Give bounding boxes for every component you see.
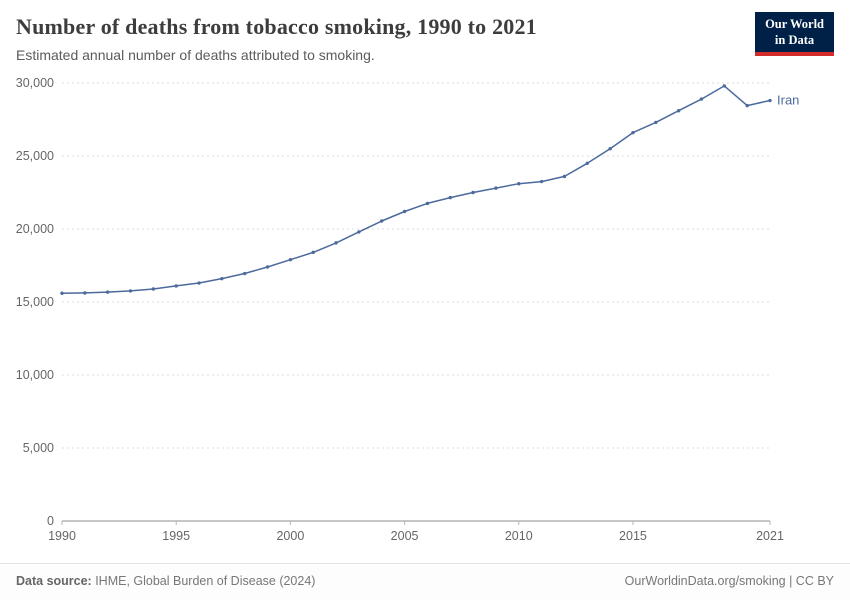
data-source-text: IHME, Global Burden of Disease (2024) xyxy=(91,574,316,588)
data-point xyxy=(243,271,247,276)
chart-subtitle: Estimated annual number of deaths attrib… xyxy=(16,47,375,63)
data-point xyxy=(517,182,521,186)
data-point xyxy=(151,287,156,291)
data-point xyxy=(334,241,338,245)
data-point xyxy=(128,289,133,293)
data-point xyxy=(357,230,361,234)
line-chart[interactable]: 0 5,000 10,000 15,000 20,000 25,000 30,000 1990… xyxy=(0,63,850,545)
series-line-iran xyxy=(61,85,771,294)
data-point xyxy=(197,281,201,285)
data-point xyxy=(562,174,567,179)
data-point xyxy=(265,265,270,269)
data-point xyxy=(311,250,315,255)
y-tick-label: 25,000 xyxy=(16,149,54,163)
data-point xyxy=(402,209,407,214)
data-point xyxy=(539,179,544,184)
data-point xyxy=(288,257,293,262)
data-point xyxy=(654,120,658,125)
data-point xyxy=(174,284,178,288)
y-tick-label: 10,000 xyxy=(16,368,54,382)
data-point xyxy=(494,186,498,190)
data-point xyxy=(768,98,772,103)
x-tick-label: 2000 xyxy=(276,529,304,543)
data-source: Data source: IHME, Global Burden of Dise… xyxy=(16,574,315,588)
owid-logo-line1: Our World xyxy=(765,17,824,31)
data-point xyxy=(745,103,749,108)
data-point xyxy=(83,291,87,295)
data-point xyxy=(471,190,475,195)
data-point xyxy=(631,130,635,135)
y-tick-label: 15,000 xyxy=(16,295,54,309)
chart-header: Number of deaths from tobacco smoking, 1… xyxy=(0,0,850,63)
y-tick-label: 30,000 xyxy=(16,76,54,90)
owid-logo[interactable]: Our World in Data xyxy=(755,12,834,57)
data-point xyxy=(425,201,430,206)
data-point xyxy=(220,276,224,281)
data-point xyxy=(380,219,384,223)
x-tick-label: 1995 xyxy=(162,529,190,543)
data-point xyxy=(699,97,704,101)
y-tick-label: 20,000 xyxy=(16,222,54,236)
y-tick-label: 5,000 xyxy=(23,441,54,455)
data-point xyxy=(608,147,612,151)
x-tick-label: 2005 xyxy=(391,529,419,543)
data-point xyxy=(676,109,681,113)
x-tick-label: 2010 xyxy=(505,529,533,543)
series-end-label-iran: Iran xyxy=(777,93,799,108)
owid-logo-line2: in Data xyxy=(774,32,815,47)
owid-cc-link[interactable]: OurWorldinData.org/smoking | CC BY xyxy=(624,574,834,588)
data-source-label: Data source: xyxy=(16,574,92,588)
data-point xyxy=(722,84,727,88)
chart-title: Number of deaths from tobacco smoking, 1… xyxy=(16,14,537,39)
data-point xyxy=(448,195,452,200)
x-tick-label: 2021 xyxy=(756,529,784,543)
x-tick-label: 1990 xyxy=(48,529,76,543)
x-tick-label: 2015 xyxy=(619,529,647,543)
chart-area[interactable]: 0 5,000 10,000 15,000 20,000 25,000 30,000 1990… xyxy=(0,63,850,563)
data-point xyxy=(60,291,64,295)
data-point xyxy=(585,161,589,165)
y-tick-label: 0 xyxy=(47,514,54,528)
chart-footer: Data source: IHME, Global Burden of Dise… xyxy=(0,563,850,600)
data-point xyxy=(105,290,110,294)
